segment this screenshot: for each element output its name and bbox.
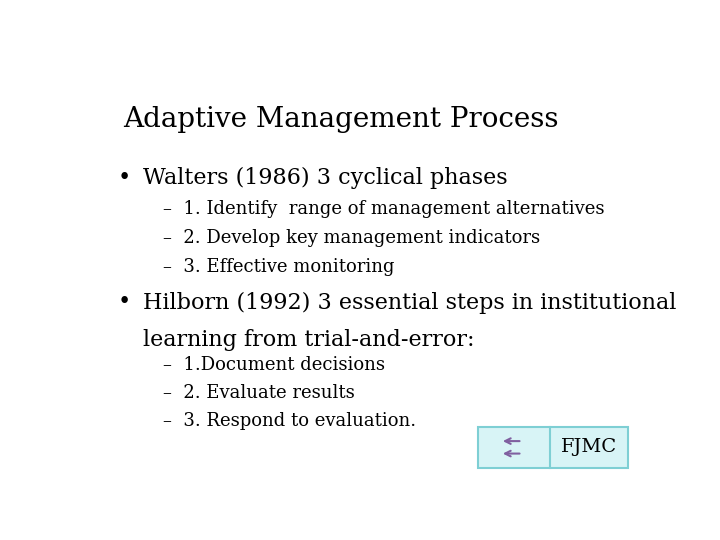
Text: –  1.Document decisions: – 1.Document decisions <box>163 356 384 374</box>
Text: –  2. Develop key management indicators: – 2. Develop key management indicators <box>163 229 540 247</box>
Text: •: • <box>118 292 131 313</box>
Text: –  3. Effective monitoring: – 3. Effective monitoring <box>163 258 394 276</box>
FancyBboxPatch shape <box>478 427 629 468</box>
Text: Walters (1986) 3 cyclical phases: Walters (1986) 3 cyclical phases <box>143 167 508 189</box>
Text: Adaptive Management Process: Adaptive Management Process <box>124 106 559 133</box>
Text: Hilborn (1992) 3 essential steps in institutional: Hilborn (1992) 3 essential steps in inst… <box>143 292 676 314</box>
Text: –  2. Evaluate results: – 2. Evaluate results <box>163 384 354 402</box>
Text: learning from trial-and-error:: learning from trial-and-error: <box>143 329 474 351</box>
Text: –  1. Identify  range of management alternatives: – 1. Identify range of management altern… <box>163 200 604 218</box>
Text: FJMC: FJMC <box>561 438 617 456</box>
Text: •: • <box>118 167 131 188</box>
Text: –  3. Respond to evaluation.: – 3. Respond to evaluation. <box>163 413 415 430</box>
